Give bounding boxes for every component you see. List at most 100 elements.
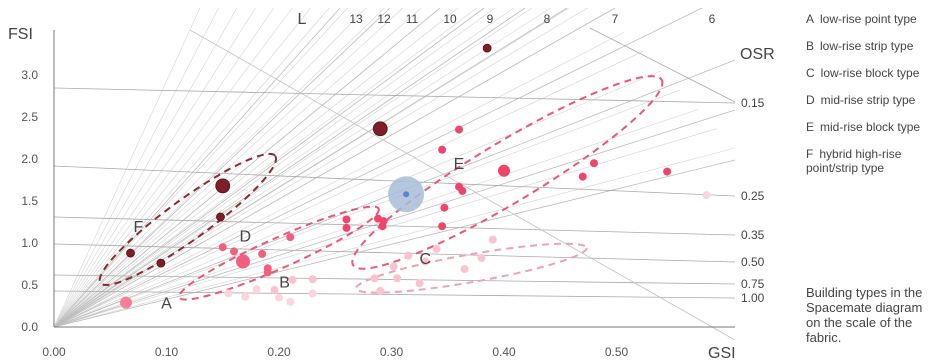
x-tick-label: 0.50 xyxy=(605,345,629,359)
y-tick-label: 0.0 xyxy=(21,320,38,334)
osr-line xyxy=(53,87,736,104)
data-point-b xyxy=(286,297,295,306)
data-point-f xyxy=(126,248,135,258)
legend-text: low-rise strip type xyxy=(820,39,914,53)
osr-line xyxy=(53,216,736,236)
data-point-e xyxy=(342,223,351,232)
data-point-b xyxy=(275,293,283,302)
data-point-e xyxy=(378,222,387,231)
data-point-f xyxy=(215,178,231,194)
legend-key: C xyxy=(806,66,815,80)
osr-line-label: 1.00 xyxy=(741,291,765,305)
l-line xyxy=(53,7,341,328)
data-point-d xyxy=(263,268,272,277)
osr-line xyxy=(53,290,736,299)
osr-title: OSR xyxy=(740,46,775,63)
l-gridline xyxy=(53,7,496,328)
cluster-label-e: E xyxy=(454,156,465,173)
cluster-label-b: B xyxy=(279,275,290,292)
l-gridline xyxy=(53,70,662,328)
y-tick-label: 0.5 xyxy=(21,278,38,292)
l-gridline xyxy=(53,7,238,328)
cluster-label-c: C xyxy=(419,251,431,268)
data-point-a xyxy=(120,296,132,309)
y-tick-label: 1.0 xyxy=(21,236,38,250)
data-point-f xyxy=(482,43,492,53)
data-point-c xyxy=(432,244,441,253)
cluster-label-d: D xyxy=(239,228,251,245)
l-line xyxy=(53,7,703,328)
l-line-label: 8 xyxy=(544,12,551,26)
x-tick-label: 0.00 xyxy=(42,345,66,359)
data-points xyxy=(120,43,711,309)
cluster-region-f xyxy=(98,152,278,287)
l-gridline xyxy=(53,7,514,328)
l-line-label: 6 xyxy=(709,12,716,26)
data-point-c xyxy=(460,265,469,274)
osr-line-label: 0.35 xyxy=(741,228,765,242)
y-tick-label: 2.5 xyxy=(21,110,38,124)
cluster-region-d xyxy=(178,205,380,301)
l-gridline xyxy=(53,89,680,328)
data-point-e xyxy=(458,186,467,195)
l-gridline xyxy=(53,7,330,328)
osr-line xyxy=(589,27,736,103)
data-point-c xyxy=(376,286,385,295)
l-gridline xyxy=(53,7,256,328)
l-line-label: 9 xyxy=(487,12,494,26)
data-point-c xyxy=(404,251,413,260)
x-tick-label: 0.30 xyxy=(380,345,404,359)
data-point-e xyxy=(590,159,598,168)
legend-text: low-rise block type xyxy=(820,66,920,80)
l-line xyxy=(53,7,526,328)
l-gridline xyxy=(53,7,367,328)
data-point-e xyxy=(438,222,447,231)
legend-key: B xyxy=(806,39,815,53)
x-axis-title: GSI xyxy=(708,345,736,361)
l-line xyxy=(53,7,391,328)
legend-text: hybrid high-rise point/strip type xyxy=(806,147,902,175)
l-gridline xyxy=(53,7,219,328)
l-gridline xyxy=(53,7,533,328)
l-gridline xyxy=(53,7,348,328)
x-tick-label: 0.20 xyxy=(267,345,291,359)
l-gridline xyxy=(53,7,385,328)
data-point-c xyxy=(370,274,379,283)
legend-key: D xyxy=(806,93,815,107)
osr-line-label: 0.75 xyxy=(741,277,765,291)
data-point-e xyxy=(342,215,351,224)
data-point-c xyxy=(421,257,430,266)
data-point-e xyxy=(440,203,449,212)
data-point-e xyxy=(498,164,510,177)
l-line-label: 7 xyxy=(612,12,619,26)
spacemate-chart: 13 12 11 10 9 8 7 6 L 0.15 0.25 0.35 0.50 0.751.00 OS… xyxy=(8,7,775,361)
data-point-b xyxy=(241,292,250,301)
legend-text: mid-rise strip type xyxy=(820,93,916,107)
l-gridline xyxy=(53,7,201,328)
l-lines: 13 12 11 10 9 8 7 6 L xyxy=(53,7,736,328)
data-point-d xyxy=(218,243,227,252)
y-tick-label: 3.0 xyxy=(21,68,38,82)
y-tick-label: 2.0 xyxy=(21,152,38,166)
data-point-d xyxy=(230,247,238,256)
x-tick-label: 0.10 xyxy=(155,345,179,359)
cluster-label-a: A xyxy=(161,296,172,313)
l-line xyxy=(53,159,736,328)
l-gridline xyxy=(53,7,404,328)
data-point-e xyxy=(455,125,463,134)
legend-key: A xyxy=(806,12,815,26)
osr-line-label: 0.15 xyxy=(741,96,765,110)
data-point-b xyxy=(702,191,711,200)
l-gridline xyxy=(53,7,459,328)
l-gridline xyxy=(53,7,293,328)
osr-line xyxy=(53,243,736,263)
data-point-b xyxy=(224,289,233,298)
l-gridline xyxy=(53,7,588,328)
l-line xyxy=(53,7,441,328)
